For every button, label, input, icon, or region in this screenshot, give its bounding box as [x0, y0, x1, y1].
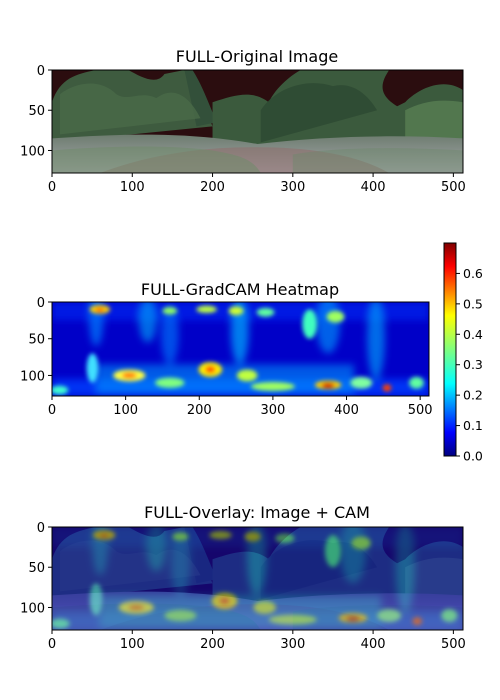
- panel1-xtick-label: 300: [280, 180, 305, 195]
- panel1-xtick-label: 400: [361, 180, 386, 195]
- panel1-xtick-label: 0: [48, 180, 56, 195]
- panel3-xtick-label: 300: [280, 637, 305, 652]
- colorbar-tick-label: 0.3: [463, 357, 483, 372]
- panel3-title: FULL-Overlay: Image + CAM: [144, 503, 370, 522]
- panel2-ytick-label: 100: [20, 369, 45, 384]
- panel-overlay: FULL-Overlay: Image + CAM 0 100 200 300 400 5…: [20, 503, 466, 652]
- panel3-xtick-label: 500: [441, 637, 466, 652]
- panel2-xtick-label: 100: [113, 403, 138, 418]
- panel2-ytick-label: 50: [28, 333, 45, 348]
- colorbar-tick-label: 0.6: [463, 266, 483, 281]
- panel-original: FULL-Original Image 0 100 200 300 400 500 0 50 1…: [20, 47, 466, 195]
- panel3-xtick-label: 400: [361, 637, 386, 652]
- panel2-xtick-label: 0: [48, 403, 56, 418]
- gradcam-heatmap: [51, 287, 429, 396]
- panel3-axes: 0 100 200 300 400 500 0 50 100: [20, 521, 466, 652]
- colorbar-ticks: 0.0 0.1 0.2 0.3 0.4 0.5 0.6: [456, 266, 483, 464]
- overlay-image: [52, 527, 463, 630]
- colorbar-tick-label: 0.2: [463, 388, 483, 403]
- original-image: [52, 70, 463, 173]
- panel3-ytick-label: 100: [20, 601, 45, 616]
- panel1-ytick-label: 100: [20, 144, 45, 159]
- panel3-ytick-label: 0: [37, 521, 45, 536]
- panel3-frame: [51, 526, 464, 631]
- panel2-axes: 0 100 200 300 400 500 0 50 100: [20, 296, 432, 418]
- panel3-ytick-label: 50: [28, 561, 45, 576]
- panel3-xtick-label: 0: [48, 637, 56, 652]
- panel2-xtick-label: 500: [408, 403, 433, 418]
- panel1-xtick-label: 200: [200, 180, 225, 195]
- panel3-xtick-label: 200: [200, 637, 225, 652]
- panel1-ytick-label: 50: [28, 104, 45, 119]
- panel1-axes: 0 100 200 300 400 500 0 50 100: [20, 64, 466, 195]
- panel2-xtick-label: 300: [260, 403, 285, 418]
- panel1-xtick-label: 500: [441, 180, 466, 195]
- colorbar-tick-label: 0.4: [463, 327, 483, 342]
- panel3-xtick-label: 100: [120, 637, 145, 652]
- panel-gradcam: FULL-GradCAM Heatmap 0 100 200 300 400 500 0 50…: [20, 242, 483, 464]
- colorbar-tick-label: 0.0: [463, 449, 483, 464]
- colorbar-tick-label: 0.5: [463, 296, 483, 311]
- panel2-frame: [51, 301, 430, 397]
- panel2-xtick-label: 400: [334, 403, 359, 418]
- panel2-ytick-label: 0: [37, 296, 45, 311]
- panel1-title: FULL-Original Image: [176, 47, 338, 66]
- colorbar: [443, 242, 457, 457]
- panel1-xtick-label: 100: [120, 180, 145, 195]
- panel2-xtick-label: 200: [187, 403, 212, 418]
- colorbar-tick-label: 0.1: [463, 418, 483, 433]
- panel1-ytick-label: 0: [37, 64, 45, 79]
- panel2-title: FULL-GradCAM Heatmap: [141, 280, 339, 299]
- panel1-frame: [51, 69, 464, 174]
